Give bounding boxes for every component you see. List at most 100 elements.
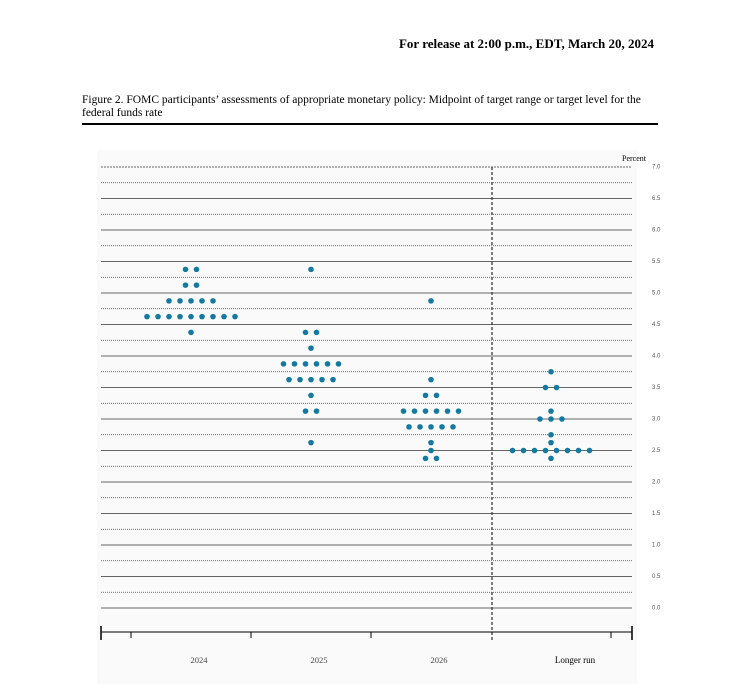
dot	[302, 408, 309, 414]
dot	[286, 376, 292, 383]
y-tick-label: 5.5	[652, 259, 661, 265]
dot	[548, 408, 554, 414]
dot	[428, 447, 434, 454]
dot	[313, 329, 320, 336]
dot	[166, 313, 172, 320]
dot	[221, 313, 227, 320]
dot	[400, 408, 407, 414]
dot	[542, 384, 549, 391]
dot	[188, 313, 194, 320]
dot	[433, 408, 440, 414]
dot	[422, 392, 429, 399]
dot	[297, 376, 303, 383]
unit-label: Percent	[622, 154, 647, 163]
dot	[428, 376, 434, 383]
dot	[411, 408, 418, 414]
y-tick-label: 3.5	[652, 385, 661, 391]
dot	[308, 345, 314, 351]
y-tick-label: 4.0	[652, 354, 661, 360]
dot	[417, 424, 423, 430]
dot	[182, 266, 189, 273]
dot	[177, 298, 183, 304]
y-tick-label: 7.0	[652, 165, 661, 171]
dot	[291, 361, 298, 367]
dot	[330, 376, 336, 383]
dot	[537, 416, 543, 422]
y-tick-label: 2.5	[652, 448, 661, 454]
y-tick-label: 1.5	[652, 511, 661, 517]
dot	[193, 266, 200, 273]
dot	[586, 447, 593, 454]
dot	[144, 313, 150, 320]
dot	[548, 368, 554, 375]
dot	[428, 424, 434, 430]
y-tick-label: 6.5	[652, 196, 661, 202]
dot	[232, 313, 238, 320]
y-tick-label: 2.0	[652, 480, 661, 486]
dot	[308, 266, 314, 273]
dot	[210, 298, 216, 304]
dot	[406, 424, 412, 430]
dot	[548, 431, 554, 438]
dot	[182, 282, 189, 288]
dot	[302, 361, 309, 367]
y-tick-label: 6.0	[652, 228, 661, 234]
dot	[308, 376, 314, 383]
dot	[575, 447, 582, 454]
dot	[520, 447, 527, 454]
dot	[199, 298, 205, 304]
y-tick-label: 0.5	[652, 574, 661, 580]
dot	[444, 408, 451, 414]
dot	[308, 439, 314, 446]
dot	[319, 376, 325, 383]
y-tick-label: 3.0	[652, 417, 661, 423]
dot	[308, 392, 314, 399]
dot	[193, 282, 200, 288]
dot	[313, 361, 320, 367]
dot	[177, 313, 183, 320]
dot	[548, 416, 554, 422]
dot	[433, 455, 440, 462]
dot	[509, 447, 516, 454]
y-tick-label: 4.5	[652, 322, 661, 328]
x-tick-label: Longer run	[555, 655, 596, 665]
dot	[450, 424, 456, 430]
dot	[188, 329, 194, 336]
y-tick-label: 1.0	[652, 543, 661, 549]
dot	[422, 408, 429, 414]
figure-caption: Figure 2. FOMC participants’ assessments…	[82, 94, 641, 119]
dot	[210, 313, 216, 320]
dot	[428, 298, 434, 304]
plot-background	[97, 150, 637, 684]
release-note: For release at 2:00 p.m., EDT, March 20,…	[398, 36, 654, 51]
dot	[433, 392, 440, 399]
dot	[188, 298, 194, 304]
dot	[559, 416, 565, 422]
dot	[335, 361, 342, 367]
y-tick-label: 5.0	[652, 291, 661, 297]
dot	[548, 455, 554, 462]
dot	[455, 408, 462, 414]
x-tick-label: 2024	[191, 655, 209, 665]
x-tick-label: 2026	[431, 655, 448, 665]
dot	[564, 447, 571, 454]
dot	[155, 313, 161, 320]
y-tick-label: 0.0	[652, 606, 661, 612]
x-tick-label: 2025	[311, 655, 328, 665]
dot	[422, 455, 429, 462]
dot	[280, 361, 287, 367]
dot	[324, 361, 331, 367]
dot	[199, 313, 205, 320]
dot	[553, 447, 560, 454]
caption-rule	[82, 123, 658, 125]
dot	[548, 439, 554, 446]
dot	[313, 408, 320, 414]
dot	[439, 424, 445, 430]
dot	[542, 447, 549, 454]
dot	[166, 298, 172, 304]
dot	[428, 439, 434, 446]
dot	[531, 447, 538, 454]
dot	[302, 329, 309, 336]
